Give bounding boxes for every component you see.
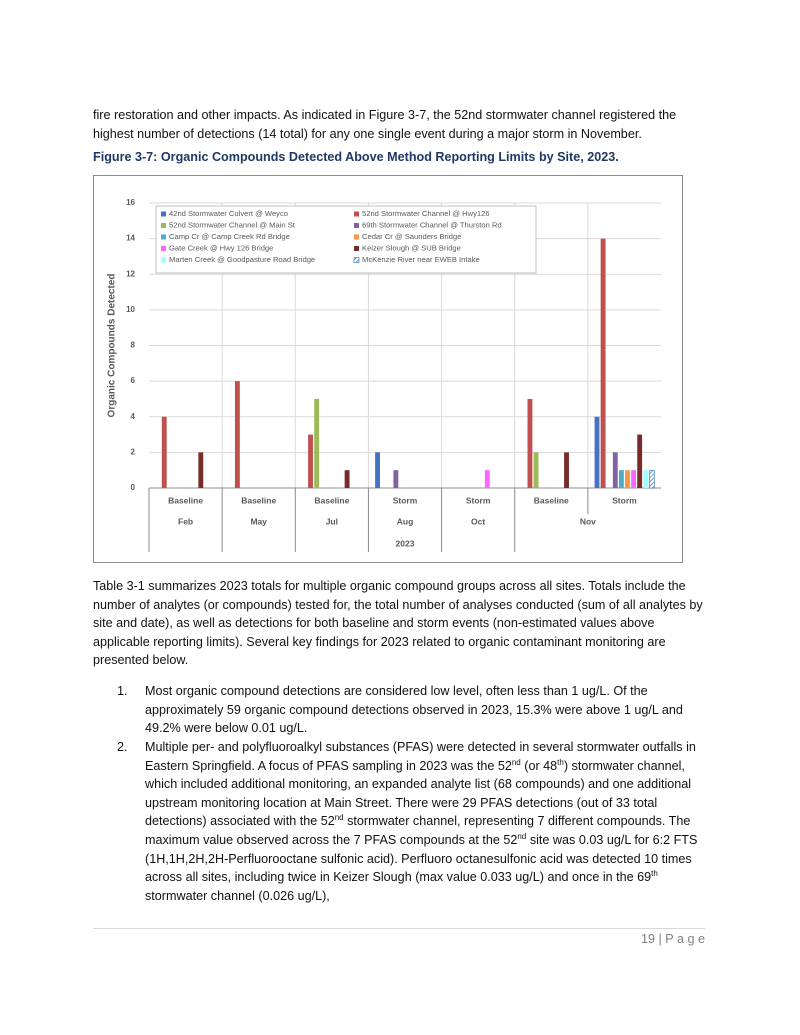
x-axis-title: 2023 [396, 538, 415, 548]
y-tick-label: 14 [126, 234, 135, 243]
legend-swatch [161, 257, 166, 263]
legend-label: Camp Cr @ Camp Creek Rd Bridge [169, 232, 290, 241]
bar [161, 416, 167, 488]
legend-label: 52nd Stormwater Channel @ Hwy126 [362, 209, 490, 218]
legend-swatch [161, 211, 166, 217]
list-item: 1. Most organic compound detections are c… [117, 682, 707, 738]
legend-swatch [161, 223, 166, 228]
legend-swatch [354, 211, 359, 217]
page-footer: 19 | P a g e [641, 932, 705, 946]
text-run: (or 48 [520, 758, 558, 773]
x-tick-label: Baseline [168, 495, 203, 505]
bar [393, 470, 399, 488]
bar [527, 398, 533, 488]
bar [631, 470, 637, 488]
x-tick-label: Storm [393, 495, 418, 505]
legend-label: Keizer Slough @ SUB Bridge [362, 244, 461, 253]
bar [643, 470, 649, 488]
superscript: nd [511, 757, 521, 767]
x-tick-label: Storm [466, 495, 491, 505]
list-item: 2. Multiple per- and polyfluoroalkyl subs… [117, 738, 707, 905]
legend-swatch [161, 246, 166, 251]
text-run: Most organic compound detections are con… [145, 684, 683, 736]
superscript: th [557, 757, 564, 767]
x-tick-label: Baseline [534, 495, 569, 505]
legend-swatch [353, 257, 360, 263]
footer-rule [93, 928, 705, 929]
x-group-label: Nov [580, 516, 596, 526]
bar [612, 452, 618, 488]
legend-label: Cedar Cr @ Saunders Bridge [362, 232, 461, 241]
y-tick-label: 0 [131, 483, 136, 492]
text-run: site was 0.03 ug/L for 6:2 FTS (1H,1H,2H… [145, 832, 698, 885]
bar [375, 452, 381, 488]
legend-swatch [354, 246, 359, 251]
superscript: th [651, 868, 658, 878]
paragraph: fire restoration and other impacts. As i… [93, 108, 677, 141]
bar [234, 381, 240, 488]
x-tick-label: Storm [612, 495, 637, 505]
legend-label: Gate Creek @ Hwy 126 Bridge [169, 244, 273, 253]
y-tick-label: 4 [131, 412, 136, 421]
y-tick-label: 12 [126, 269, 135, 278]
x-group-label: May [250, 516, 267, 526]
bar [198, 452, 204, 488]
list-number: 2. [117, 740, 128, 754]
y-axis-title: Organic Compounds Detected [107, 274, 118, 418]
bar [484, 470, 490, 488]
bar [637, 434, 643, 488]
legend-label: 42nd Stormwater Culvert @ Weyco [169, 209, 288, 218]
superscript: nd [334, 813, 344, 823]
legend-label: 69th Stormwater Channel @ Thurston Rd [362, 221, 502, 230]
bar [625, 470, 630, 488]
bar [314, 398, 320, 488]
x-group-label: Feb [178, 516, 193, 526]
y-tick-label: 6 [131, 376, 136, 385]
chart-frame: 0 2 4 6 8 10 12 14 16 Baseline Baseline Baseline Sto… [93, 175, 683, 563]
legend-swatch [354, 223, 359, 228]
bar [533, 452, 539, 488]
list-number: 1. [117, 684, 128, 698]
text-run: ) stormwater channel, which included add… [145, 758, 692, 829]
legend-label: McKenzie River near EWEB Intake [362, 255, 480, 264]
bar [344, 470, 350, 488]
text-run: stormwater channel (0.026 ug/L), [145, 888, 330, 903]
text-run: stormwater channel, representing 7 diffe… [145, 814, 691, 847]
legend-label: 52nd Stormwater Channel @ Main St [169, 221, 296, 230]
bar [308, 434, 313, 488]
x-tick-label: Baseline [314, 495, 349, 505]
bar [594, 416, 600, 488]
y-tick-label: 8 [131, 341, 136, 350]
legend-swatch [354, 234, 359, 240]
paragraph: Table 3-1 summarizes 2023 totals for mul… [93, 579, 703, 668]
bar [564, 452, 569, 488]
text-run: Multiple per- and polyfluoroalkyl substa… [145, 740, 696, 773]
x-group-label: Oct [471, 516, 485, 526]
bar [618, 470, 624, 488]
legend-swatch [161, 234, 166, 240]
superscript: nd [517, 831, 527, 841]
y-tick-label: 10 [126, 305, 135, 314]
chart: 0 2 4 6 8 10 12 14 16 Baseline Baseline Baseline Sto… [107, 198, 661, 552]
bar [649, 469, 655, 489]
bar [600, 238, 606, 488]
legend-label: Marten Creek @ Goodpasture Road Bridge [169, 255, 315, 264]
x-group-label: Aug [397, 516, 414, 526]
y-tick-label: 2 [131, 447, 136, 456]
legend-box [155, 205, 537, 274]
x-tick-label: Baseline [241, 495, 276, 505]
x-group-label: Jul [326, 516, 338, 526]
y-tick-label: 16 [126, 198, 135, 207]
figure-caption: Figure 3-7: Organic Compounds Detected A… [93, 150, 619, 164]
